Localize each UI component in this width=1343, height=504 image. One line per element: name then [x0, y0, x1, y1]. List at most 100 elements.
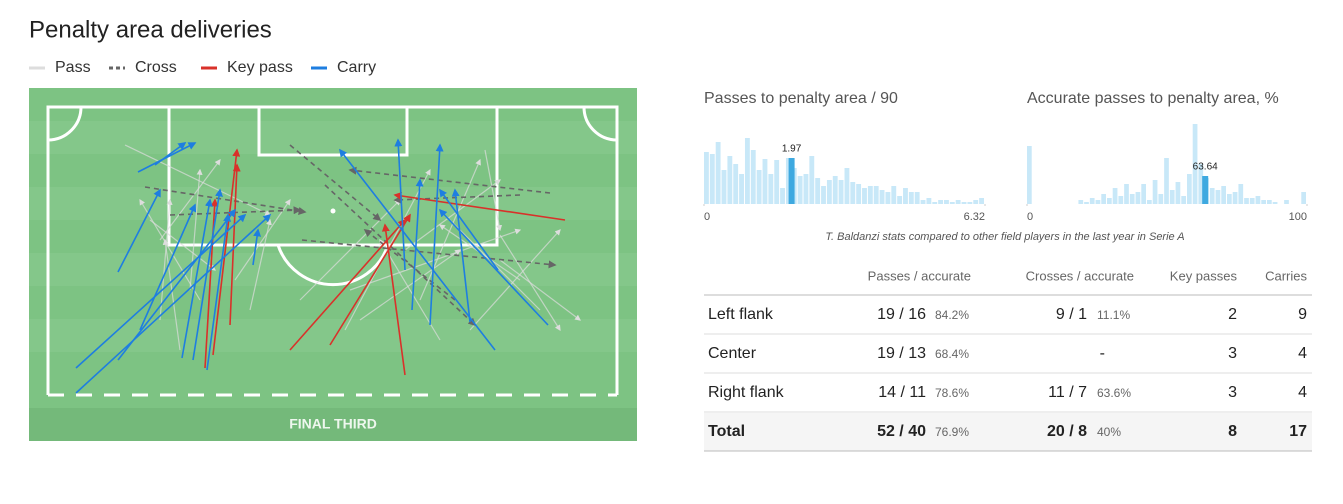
arrow [363, 229, 456, 301]
six-yard-box [257, 105, 409, 157]
arrow [499, 259, 581, 321]
arrow [451, 188, 471, 323]
hist-bar [1221, 186, 1226, 204]
arrow [139, 198, 201, 301]
hist-bar [815, 178, 821, 204]
arrow [154, 142, 187, 166]
hist-bar [721, 170, 727, 204]
total-bg [704, 413, 1312, 451]
arrow [159, 198, 173, 321]
hist-bar [867, 186, 873, 204]
cell: 8 [1228, 423, 1237, 440]
x-tick-label: 0 [704, 211, 710, 223]
hist-bar [1261, 200, 1266, 204]
histogram-title: Accurate passes to penalty area, % [1027, 90, 1279, 107]
hist-bar [914, 192, 920, 204]
arrow [393, 191, 566, 221]
arrow [162, 238, 181, 351]
arrow [404, 179, 501, 251]
column-header: Carries [1265, 268, 1307, 283]
arrow [359, 249, 461, 321]
cell: 19 / 16 [877, 306, 926, 323]
legend-label: Pass [55, 59, 91, 76]
arrow [117, 208, 236, 361]
hist-bar [832, 176, 838, 204]
hist-bar [1095, 200, 1101, 204]
cell: 2 [1228, 306, 1237, 323]
hist-bar [704, 152, 709, 204]
hist-bar [1272, 202, 1278, 204]
arrow [411, 178, 424, 311]
hist-bar [739, 174, 744, 204]
hist-bar [1141, 184, 1146, 204]
hist-bar [926, 198, 932, 204]
arrow [329, 213, 411, 346]
arrow [349, 228, 522, 291]
hist-bar [1118, 196, 1124, 204]
histogram-title: Passes to penalty area / 90 [704, 90, 898, 107]
cell-pct: 68.4% [935, 347, 969, 361]
row-label: Right flank [708, 384, 785, 401]
arrow [75, 213, 247, 369]
hist-bar [1158, 194, 1164, 204]
hist-bar [1107, 198, 1112, 204]
arrow [394, 138, 406, 271]
hist-bar [856, 184, 862, 204]
arrow [249, 218, 272, 311]
hist-bar [1152, 180, 1158, 204]
hist-bar [762, 159, 768, 204]
arrow [299, 199, 401, 301]
cell: 4 [1298, 345, 1307, 362]
stripe [29, 121, 637, 154]
hist-bar [1192, 124, 1198, 204]
title: Penalty area deliveries [29, 16, 272, 43]
hist-bar [1135, 192, 1141, 204]
hist-bar [1078, 200, 1084, 204]
row-label: Left flank [708, 306, 774, 323]
arrow [339, 148, 496, 351]
cell: 11 / 7 [1048, 384, 1087, 401]
hist-highlight [1202, 176, 1209, 204]
cell-pct: 63.6% [1097, 386, 1131, 400]
arrow [289, 144, 382, 222]
hist-bar [908, 192, 914, 204]
hist-bar [979, 198, 984, 204]
hist-bar [1284, 200, 1289, 204]
cell: 9 / 1 [1056, 306, 1087, 323]
arrow [301, 239, 557, 269]
hist-bar [949, 202, 955, 204]
arrow [381, 223, 406, 376]
arrow [159, 159, 221, 241]
hist-bar [844, 168, 850, 204]
hist-bar [973, 200, 979, 204]
x-tick-label: 0 [1027, 211, 1033, 223]
cell: 20 / 8 [1047, 423, 1087, 440]
label-band [29, 408, 637, 441]
hist-bar [1101, 194, 1106, 204]
hist-bar [1215, 190, 1221, 204]
stripe [29, 319, 637, 352]
hist-bar [774, 160, 780, 204]
hist-bar [961, 202, 967, 204]
arrow [439, 188, 499, 271]
hist-bar [1164, 158, 1169, 204]
hist-bar [1124, 184, 1129, 204]
column-header: Crosses / accurate [1026, 268, 1134, 283]
arrow [393, 194, 521, 204]
hist-bar [727, 156, 733, 204]
arrow [469, 229, 561, 331]
column-header: Key passes [1170, 268, 1238, 283]
hist-bar [891, 186, 897, 204]
hist-bar [1089, 198, 1095, 204]
hist-bar [1175, 182, 1181, 204]
hist-bar [1147, 200, 1152, 204]
penalty-spot [330, 208, 336, 214]
pitch-label: FINAL THIRD [289, 416, 377, 432]
cell: 3 [1228, 384, 1237, 401]
hist-bar [1227, 194, 1232, 204]
column-header: Passes / accurate [868, 268, 971, 283]
arrow [234, 199, 291, 281]
corner [582, 106, 618, 142]
hist-bar [1267, 200, 1272, 204]
